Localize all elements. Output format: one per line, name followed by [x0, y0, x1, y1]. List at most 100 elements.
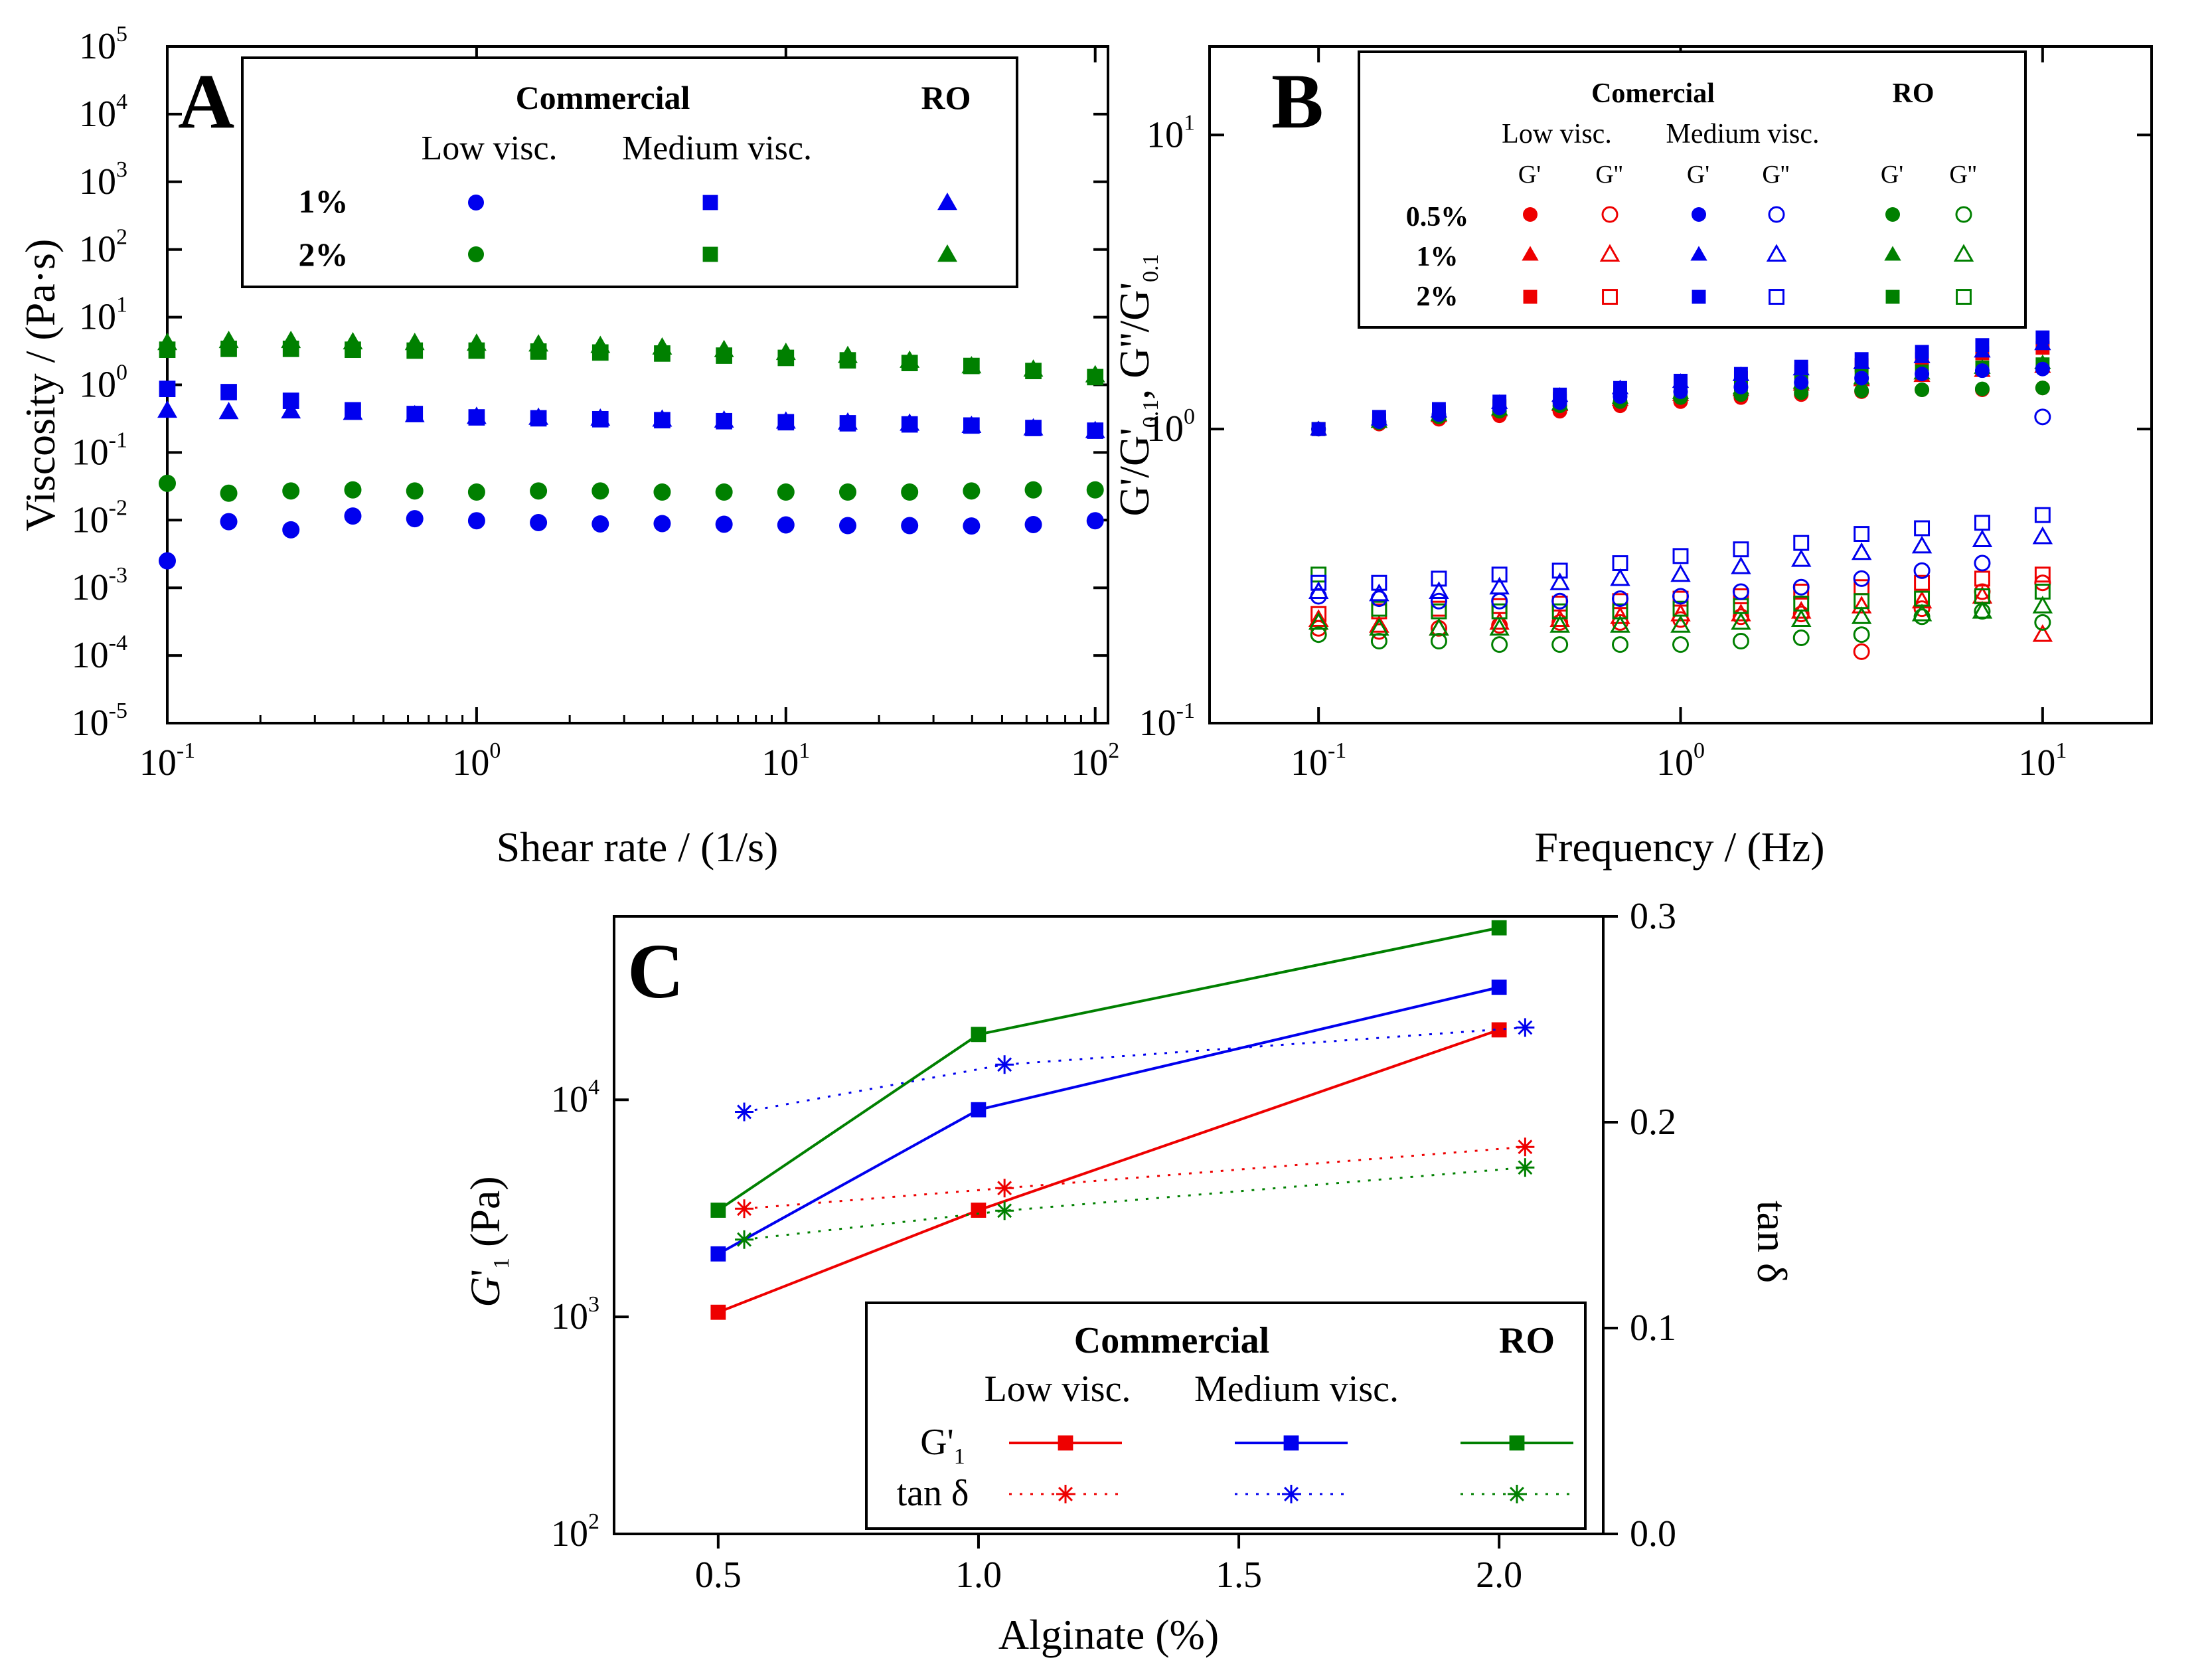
c-g-point-ro — [971, 1027, 987, 1043]
b-point-loss-ro-0.5% — [1732, 633, 1749, 650]
a-point-low-2% — [963, 482, 981, 500]
a-point-ro-2% — [652, 337, 672, 355]
b-point-loss-ro-1% — [1369, 618, 1389, 636]
c-xtick-label: 0.5 — [695, 1554, 742, 1596]
c-g-point-medium — [1491, 979, 1507, 995]
b-legend-low-loss-marker — [1602, 289, 1618, 305]
c-tan-line-medium — [744, 1026, 1526, 1113]
a-point-low-1% — [777, 516, 795, 534]
panel-b-legend-markers — [1522, 206, 1974, 305]
a-ytick-label: 10-4 — [72, 631, 127, 676]
b-point-loss-ro-1% — [1731, 612, 1751, 630]
b-point-loss-ro-0.5% — [1853, 626, 1870, 643]
b-legend-medium-storage-marker — [1692, 290, 1706, 304]
c-tan-point-ro-stroke — [997, 1203, 1012, 1218]
b-xtick-label: 10-1 — [1291, 738, 1346, 784]
b-point-storage-ro-0.5% — [2035, 380, 2050, 396]
b-point-loss-ro-0.5% — [1491, 636, 1508, 653]
a-point-ro-1% — [157, 400, 177, 418]
b-point-loss-medium-0.5% — [1672, 588, 1689, 605]
panel-c-data — [710, 920, 1535, 1320]
b-point-storage-medium-0.5% — [1974, 363, 1990, 378]
a-point-low-2% — [839, 483, 857, 501]
b-point-loss-low-1% — [1489, 612, 1510, 630]
c-y2tick-label: 0.0 — [1630, 1513, 1676, 1554]
b-point-loss-medium-1% — [1489, 576, 1510, 595]
b-legend-medium-loss-marker — [1768, 206, 1785, 223]
b-ytick-label: 101 — [1146, 110, 1195, 155]
b-point-loss-ro-2% — [1491, 603, 1508, 620]
a-point-ro-1% — [900, 413, 920, 431]
c-xtick-label: 1.5 — [1216, 1554, 1262, 1596]
a-point-low-2% — [406, 482, 424, 500]
panel-b-ylabel: G'/G'0.1, G''/G'0.1 — [1111, 254, 1163, 516]
a-point-ro-1% — [590, 408, 611, 426]
b-legend-medium-loss-marker — [1769, 289, 1784, 305]
a-point-low-1% — [467, 512, 485, 530]
c-tan-point-medium-stroke — [737, 1104, 752, 1120]
panel-a-legend-row-1: 1% — [299, 183, 349, 220]
panel-c-legend-box — [865, 1302, 1587, 1530]
c-legend-tan-marker-ro-stroke — [1510, 1487, 1524, 1501]
b-point-loss-ro-2% — [1854, 593, 1870, 610]
b-point-storage-ro-0.5% — [1915, 382, 1930, 398]
a-point-low-1% — [653, 515, 671, 533]
c-legend-g-marker-medium — [1283, 1435, 1299, 1451]
a-point-ro-2% — [528, 334, 549, 352]
b-point-storage-medium-2% — [1674, 373, 1688, 388]
b-point-loss-medium-0.5% — [1612, 590, 1629, 608]
a-ytick-label: 105 — [79, 22, 127, 67]
b-point-loss-ro-2% — [1551, 603, 1568, 620]
b-point-loss-medium-1% — [1549, 572, 1570, 590]
panel-b-legend-row-1: 1% — [1417, 242, 1459, 272]
c-tan-point-ro — [1516, 1158, 1535, 1177]
b-point-storage-medium-2% — [1854, 352, 1869, 367]
b-xtick-label: 101 — [2018, 738, 2067, 784]
b-point-storage-medium-2% — [1553, 387, 1567, 402]
b-point-loss-low-2% — [2034, 566, 2051, 583]
b-point-loss-medium-0.5% — [1491, 592, 1508, 610]
b-point-loss-medium-2% — [1491, 566, 1508, 583]
b-point-storage-medium-2% — [1794, 359, 1808, 374]
c-ytick-label: 104 — [551, 1075, 599, 1120]
a-point-ro-1% — [218, 402, 239, 420]
b-point-loss-low-1% — [1670, 604, 1691, 622]
b-point-loss-ro-2% — [1672, 600, 1689, 617]
a-point-ro-1% — [1085, 420, 1105, 438]
a-point-medium-1% — [220, 384, 237, 400]
a-point-low-2% — [1086, 481, 1104, 499]
panel-b-legend-gp-medium: G' — [1687, 161, 1709, 189]
c-tan-point-ro-stroke — [1518, 1160, 1533, 1175]
panel-b-legend-ro: RO — [1893, 78, 1935, 109]
a-ytick-label: 10-3 — [72, 563, 127, 608]
a-legend-low-marker — [468, 246, 484, 262]
b-point-storage-medium-0.5% — [1733, 379, 1749, 394]
b-point-loss-ro-2% — [1914, 590, 1931, 607]
c-g-point-low — [1491, 1022, 1507, 1038]
a-xtick-label: 100 — [452, 738, 501, 784]
panel-b-letter: B — [1271, 58, 1324, 145]
b-point-loss-medium-2% — [1914, 520, 1931, 537]
b-point-loss-medium-2% — [1793, 535, 1810, 551]
a-point-low-1% — [963, 517, 981, 535]
b-point-loss-ro-2% — [1310, 566, 1327, 583]
a-point-low-1% — [715, 515, 733, 533]
a-point-low-2% — [530, 482, 548, 500]
panel-c-legend-group: Commercial — [1074, 1320, 1269, 1361]
a-point-ro-2% — [590, 335, 611, 353]
a-point-ro-2% — [218, 330, 239, 349]
b-point-loss-ro-0.5% — [1310, 626, 1327, 643]
panel-c-ticks: 102 103 104 0.0 0.1 0.2 0.3 0.5 1.0 1.5 2.0 — [551, 896, 1676, 1596]
a-ytick-label: 104 — [79, 90, 127, 135]
c-legend-tan-marker-low — [1056, 1485, 1075, 1503]
panel-b-data — [1308, 330, 2053, 660]
a-point-ro-2% — [343, 331, 363, 350]
a-point-ro-1% — [1023, 418, 1044, 436]
b-point-loss-medium-2% — [1854, 526, 1870, 543]
b-point-storage-medium-2% — [1372, 410, 1386, 424]
b-point-storage-ro-0.5% — [1974, 381, 1990, 396]
panel-a-legend-row-2: 2% — [299, 236, 349, 273]
a-point-low-2% — [592, 482, 609, 500]
panel-a-legend-group: Commercial — [516, 79, 690, 116]
panel-a-letter: A — [178, 58, 234, 145]
